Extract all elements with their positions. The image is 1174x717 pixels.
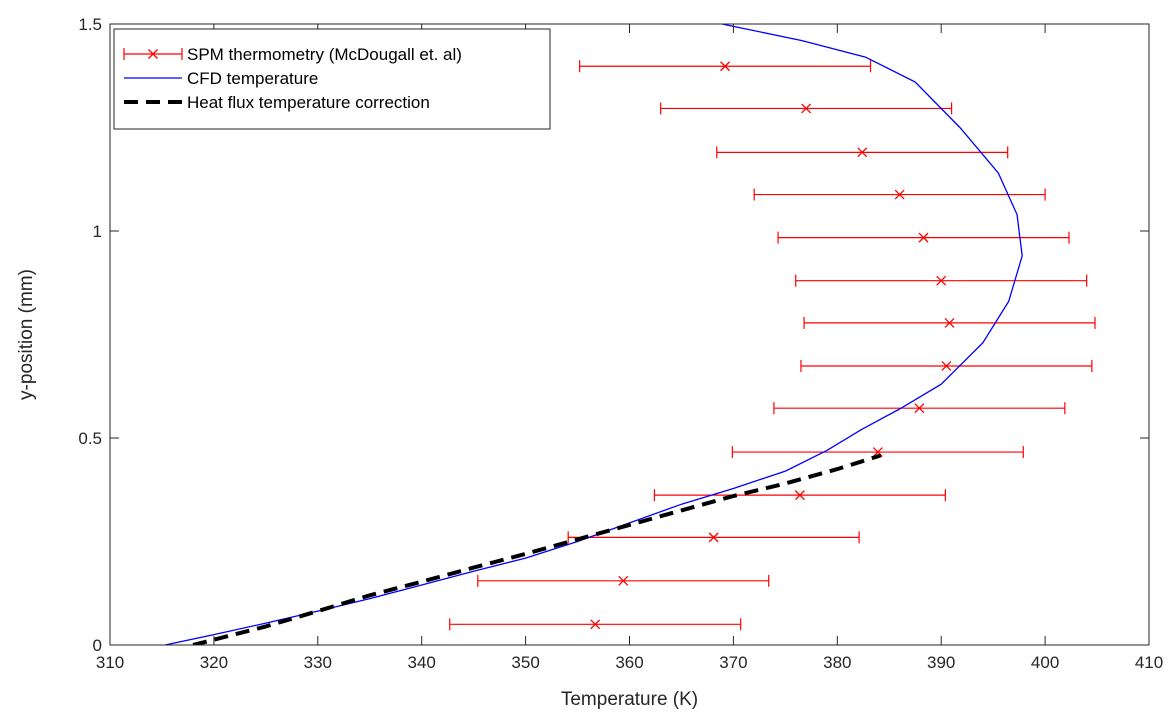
errorbar-point-10 bbox=[753, 188, 1046, 201]
x-tick-label-10: 410 bbox=[1135, 653, 1163, 672]
legend-label: Heat flux temperature correction bbox=[187, 93, 430, 112]
errorbar-point-0 bbox=[449, 618, 742, 631]
errorbar-point-1 bbox=[477, 574, 770, 587]
x-tick-label-2: 330 bbox=[304, 653, 332, 672]
plot-area bbox=[164, 24, 1096, 645]
x-tick-label-5: 360 bbox=[615, 653, 643, 672]
errorbar-point-13 bbox=[579, 60, 872, 73]
y-tick-label-2: 1 bbox=[93, 222, 102, 241]
x-marker-stroke-b bbox=[590, 619, 601, 630]
x-marker-stroke-b bbox=[708, 532, 719, 543]
x-marker-stroke-b bbox=[857, 147, 868, 158]
x-tick-label-9: 400 bbox=[1031, 653, 1059, 672]
x-tick-label-6: 370 bbox=[719, 653, 747, 672]
errorbar-point-4 bbox=[731, 446, 1024, 459]
legend-swatch-marker-b bbox=[148, 49, 158, 59]
x-tick-label-4: 350 bbox=[511, 653, 539, 672]
y-tick-label-0: 0 bbox=[93, 636, 102, 655]
x-tick-label-1: 320 bbox=[200, 653, 228, 672]
x-axis-label: Temperature (K) bbox=[561, 689, 698, 710]
y-tick-label-3: 1.5 bbox=[78, 15, 102, 34]
x-marker-stroke-b bbox=[801, 103, 812, 114]
legend-entry-0: SPM thermometry (McDougall et. al) bbox=[123, 45, 462, 64]
errorbar-point-5 bbox=[773, 402, 1066, 415]
x-tick-label-7: 380 bbox=[823, 653, 851, 672]
y-tick-label-1: 0.5 bbox=[78, 429, 102, 448]
x-marker-stroke-b bbox=[941, 361, 952, 371]
legend-box bbox=[113, 28, 551, 130]
series-line-1 bbox=[192, 453, 882, 645]
errorbar-point-3 bbox=[653, 489, 946, 502]
legend-entry-2: Heat flux temperature correction bbox=[124, 93, 430, 112]
legend-label: CFD temperature bbox=[187, 69, 318, 88]
x-marker-stroke-b bbox=[794, 490, 805, 501]
x-marker-stroke-b bbox=[918, 232, 929, 243]
x-marker-stroke-b bbox=[720, 61, 731, 72]
x-marker-stroke-b bbox=[872, 447, 883, 458]
x-marker-stroke-b bbox=[944, 317, 955, 328]
data-layer bbox=[164, 24, 1096, 645]
x-marker-stroke-b bbox=[936, 275, 947, 286]
axes: 310 320 330 340 350 360 370 380 390 400 410 0 0.5 1 1.… bbox=[16, 15, 1163, 710]
x-tick-label-0: 310 bbox=[96, 653, 124, 672]
legend: SPM thermometry (McDougall et. al) CFD te… bbox=[113, 28, 551, 130]
errorbar-point-6 bbox=[800, 359, 1093, 372]
legend-label: SPM thermometry (McDougall et. al) bbox=[187, 45, 462, 64]
errorbar-point-12 bbox=[660, 102, 953, 115]
errorbar-point-2 bbox=[567, 531, 860, 544]
x-tick-label-8: 390 bbox=[927, 653, 955, 672]
x-marker-stroke-b bbox=[894, 189, 905, 200]
x-marker-stroke-b bbox=[618, 575, 629, 586]
series-line-0 bbox=[164, 24, 1023, 645]
legend-entry-1: CFD temperature bbox=[124, 69, 318, 88]
x-tick-label-3: 340 bbox=[408, 653, 436, 672]
y-axis-label: y-position (mm) bbox=[16, 269, 37, 400]
errorbar-point-11 bbox=[716, 146, 1009, 159]
errorbar-point-8 bbox=[795, 274, 1088, 287]
errorbar-point-7 bbox=[803, 316, 1096, 329]
x-marker-stroke-b bbox=[914, 403, 925, 414]
